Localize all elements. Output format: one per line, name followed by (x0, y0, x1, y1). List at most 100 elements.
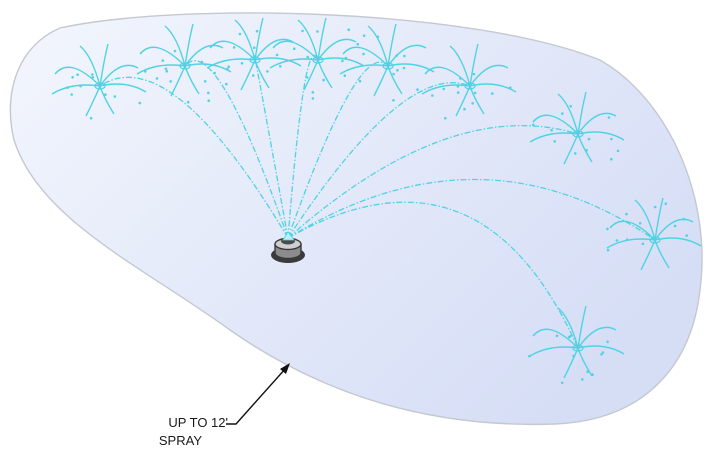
spray-frond (339, 64, 389, 75)
water-droplet (600, 353, 603, 356)
spray-frond (577, 133, 593, 163)
water-droplet (682, 217, 685, 221)
water-droplet (472, 72, 476, 76)
spray-burst (269, 17, 365, 100)
water-droplet (253, 46, 256, 50)
water-droplet (213, 71, 216, 75)
spray-frond (254, 17, 264, 61)
spray-frond (532, 114, 579, 135)
spray-frond (577, 345, 625, 355)
water-droplet (293, 47, 296, 50)
water-droplet (356, 42, 360, 46)
spray-frond (79, 45, 101, 87)
spray-frond (421, 84, 471, 95)
spray-burst (206, 17, 302, 91)
spray-stream (287, 82, 471, 239)
water-droplet (625, 238, 629, 241)
water-droplet (358, 79, 362, 83)
water-droplet (376, 35, 380, 39)
water-droplet (528, 354, 531, 358)
water-droplet (685, 234, 688, 237)
water-droplet (664, 202, 668, 205)
spray-frond (469, 43, 479, 87)
callout-line-2: SPRAY (158, 433, 202, 448)
spray-frond (654, 197, 664, 241)
spray-burst (606, 197, 702, 271)
water-droplet (362, 34, 366, 37)
spray-burst (528, 305, 625, 385)
water-droplet (638, 221, 642, 225)
spray-frond (164, 25, 186, 67)
water-droplet (66, 86, 69, 89)
water-droplet (456, 85, 460, 88)
spray-frond (654, 218, 694, 241)
water-droplet (416, 88, 419, 91)
spray-frond (184, 65, 200, 95)
water-droplet (322, 78, 325, 82)
water-droplet (606, 248, 610, 252)
water-droplet (531, 123, 535, 127)
spray-frond (254, 57, 302, 67)
water-droplet (606, 227, 609, 231)
spray-bursts (51, 17, 702, 385)
spray-frond (577, 305, 587, 349)
water-droplet (561, 112, 564, 115)
spray-frond (654, 239, 670, 269)
water-droplet (569, 334, 572, 338)
water-droplet (225, 82, 228, 86)
sprinkler-head-icon (271, 231, 305, 263)
water-droplet (305, 76, 309, 79)
water-droplet (275, 53, 279, 57)
water-droplet (471, 102, 475, 105)
water-droplet (227, 65, 230, 68)
water-droplet (91, 73, 94, 76)
spray-frond (254, 59, 270, 89)
spray-frond (557, 307, 579, 349)
spray-frond (184, 44, 224, 67)
water-droplet (625, 212, 628, 216)
spray-frond (577, 347, 593, 377)
spray-frond (640, 239, 656, 271)
water-droplet (266, 70, 269, 73)
spray-frond (206, 58, 256, 69)
water-droplet (200, 60, 204, 64)
spray-streams (99, 54, 656, 349)
water-droplet (173, 49, 177, 53)
spray-frond (387, 23, 397, 67)
water-droplet (255, 29, 259, 33)
water-droplet (240, 62, 244, 65)
spray-frond (577, 326, 617, 349)
spray-frond (455, 85, 471, 117)
water-droplet (311, 97, 315, 100)
water-droplet (341, 59, 344, 63)
spray-frond (184, 23, 194, 67)
spray-frond (634, 199, 656, 241)
spray-frond (424, 66, 471, 87)
spray-frond (449, 45, 471, 87)
spray-burst (421, 43, 517, 120)
water-droplet (89, 116, 93, 120)
spray-frond (85, 85, 101, 117)
water-droplet (232, 46, 236, 49)
spray-stream (287, 201, 579, 349)
spray-frond (563, 133, 579, 165)
spray-stream (287, 178, 656, 241)
water-droplet (91, 76, 95, 79)
water-droplet (572, 354, 575, 358)
water-droplet (252, 74, 255, 77)
spray-frond (99, 83, 147, 93)
water-droplet (610, 157, 613, 161)
water-droplet (431, 94, 434, 97)
water-droplet (279, 65, 282, 68)
water-droplet (587, 137, 591, 141)
water-droplet (673, 224, 677, 228)
spray-frond (317, 57, 365, 67)
spray-stream (287, 61, 389, 239)
arrow-leader-icon (226, 363, 290, 425)
spray-frond (342, 46, 389, 67)
spray-range-callout: UP TO 12' SPRAY (118, 414, 228, 450)
spray-frond (373, 65, 389, 97)
spray-frond (254, 38, 294, 61)
water-droplet (615, 239, 619, 242)
